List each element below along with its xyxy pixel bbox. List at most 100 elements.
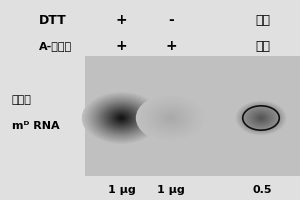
Circle shape	[256, 115, 266, 121]
Circle shape	[155, 108, 187, 128]
Text: +: +	[165, 39, 177, 53]
Circle shape	[142, 98, 200, 138]
Circle shape	[98, 102, 145, 134]
Circle shape	[85, 93, 159, 143]
Circle shape	[159, 110, 183, 126]
Text: +: +	[116, 39, 127, 53]
Text: 1 μg: 1 μg	[157, 185, 185, 195]
Circle shape	[165, 114, 177, 122]
Circle shape	[91, 98, 152, 138]
Circle shape	[255, 114, 267, 122]
Circle shape	[149, 104, 193, 132]
Circle shape	[257, 115, 265, 121]
Circle shape	[118, 115, 125, 121]
Circle shape	[97, 102, 146, 134]
Circle shape	[169, 117, 173, 119]
Circle shape	[113, 112, 130, 124]
Circle shape	[85, 94, 158, 142]
Circle shape	[146, 101, 196, 135]
Circle shape	[82, 92, 160, 144]
Circle shape	[170, 117, 172, 119]
Circle shape	[167, 115, 175, 121]
Circle shape	[246, 108, 276, 128]
Circle shape	[154, 107, 188, 129]
Circle shape	[236, 101, 286, 135]
Circle shape	[144, 100, 198, 136]
Text: 1 μg: 1 μg	[108, 185, 135, 195]
Circle shape	[254, 113, 268, 123]
Text: 0.5: 0.5	[253, 185, 272, 195]
Circle shape	[241, 105, 281, 131]
Circle shape	[237, 102, 285, 134]
Circle shape	[94, 100, 149, 136]
Circle shape	[104, 106, 139, 130]
Circle shape	[111, 111, 132, 125]
Circle shape	[253, 113, 269, 123]
Circle shape	[246, 108, 276, 128]
Text: mᴰ RNA: mᴰ RNA	[12, 121, 60, 131]
Circle shape	[242, 105, 280, 131]
Circle shape	[102, 105, 141, 131]
Text: 生物: 生物	[255, 14, 270, 26]
Circle shape	[138, 96, 204, 140]
Circle shape	[152, 105, 190, 131]
Circle shape	[86, 95, 157, 141]
Circle shape	[92, 98, 151, 138]
Circle shape	[96, 101, 147, 135]
Circle shape	[240, 104, 282, 132]
Circle shape	[112, 112, 131, 124]
Circle shape	[101, 104, 142, 132]
Circle shape	[145, 101, 197, 135]
Circle shape	[100, 104, 143, 132]
Circle shape	[259, 116, 264, 120]
Circle shape	[147, 102, 195, 134]
Circle shape	[142, 99, 200, 137]
Circle shape	[237, 102, 285, 134]
Circle shape	[109, 110, 134, 126]
Circle shape	[260, 117, 262, 119]
Circle shape	[255, 114, 267, 122]
Circle shape	[259, 117, 263, 119]
Circle shape	[105, 107, 138, 129]
Circle shape	[243, 106, 279, 130]
Circle shape	[148, 102, 194, 134]
Circle shape	[95, 100, 148, 136]
Circle shape	[163, 113, 179, 123]
Circle shape	[108, 109, 135, 127]
Circle shape	[156, 108, 186, 128]
Circle shape	[120, 117, 124, 119]
Circle shape	[154, 106, 188, 130]
Circle shape	[251, 111, 271, 125]
Circle shape	[90, 97, 153, 139]
Circle shape	[241, 104, 281, 132]
Text: 氧化的: 氧化的	[12, 95, 32, 105]
Text: DTT: DTT	[39, 14, 67, 26]
Text: +: +	[116, 13, 127, 27]
Circle shape	[245, 107, 277, 129]
Circle shape	[121, 117, 122, 119]
Circle shape	[143, 100, 199, 136]
Circle shape	[136, 95, 206, 141]
Circle shape	[160, 111, 182, 125]
Circle shape	[148, 103, 194, 133]
Bar	[85, 56, 300, 176]
Circle shape	[88, 96, 155, 140]
Circle shape	[252, 112, 270, 124]
Circle shape	[242, 106, 280, 130]
Circle shape	[103, 106, 140, 130]
Circle shape	[153, 106, 189, 130]
Circle shape	[236, 101, 286, 135]
Circle shape	[256, 115, 266, 121]
Circle shape	[247, 109, 275, 127]
Circle shape	[168, 116, 174, 120]
Circle shape	[151, 105, 191, 131]
Circle shape	[161, 111, 181, 125]
Circle shape	[107, 108, 136, 128]
Circle shape	[118, 116, 124, 120]
Circle shape	[238, 103, 284, 133]
Circle shape	[89, 97, 154, 139]
Circle shape	[250, 110, 272, 126]
Circle shape	[115, 113, 128, 123]
Circle shape	[166, 115, 176, 121]
Circle shape	[244, 107, 278, 129]
